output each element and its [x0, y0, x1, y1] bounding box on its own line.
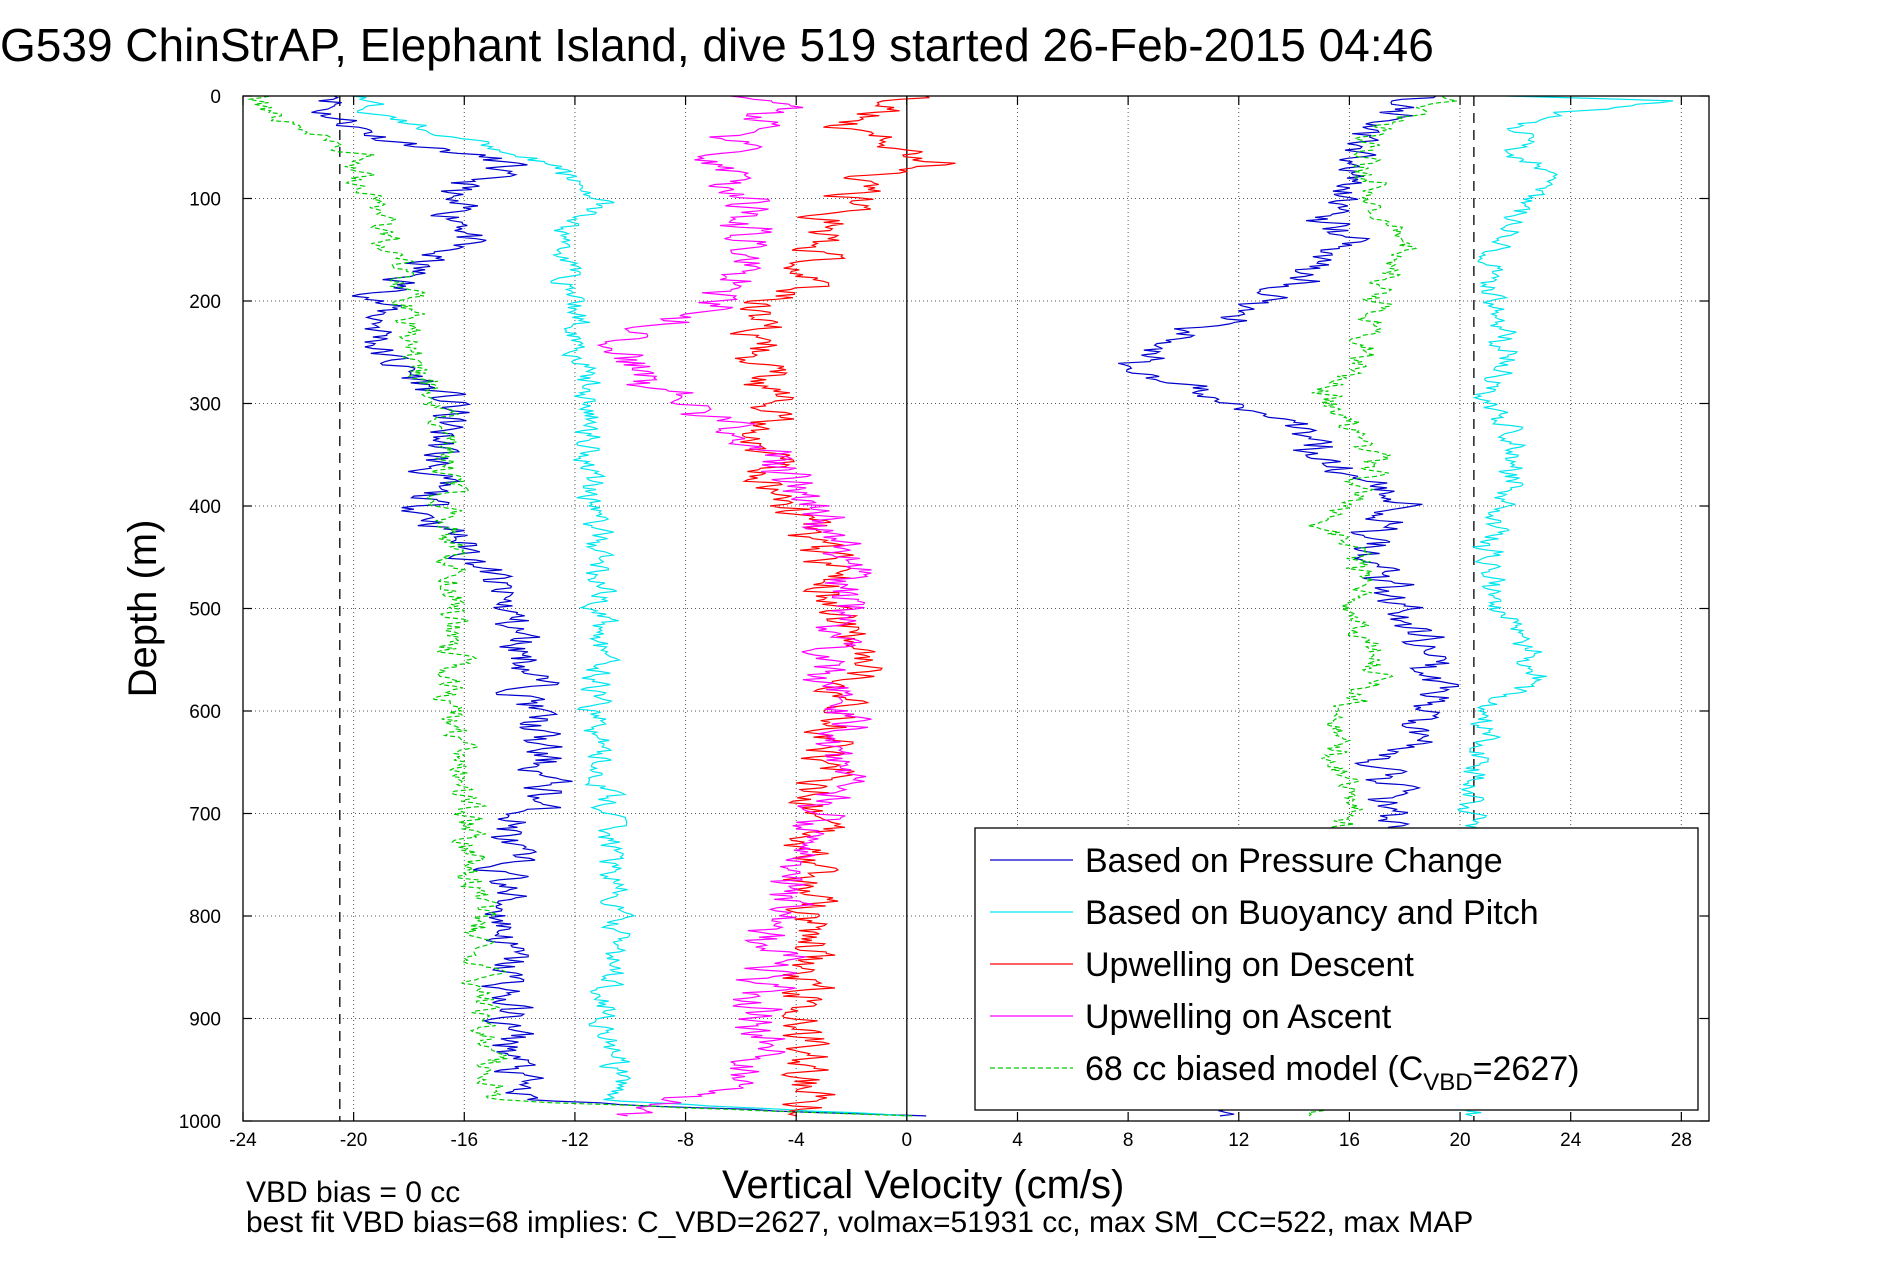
- x-tick-label: 24: [1560, 1130, 1582, 1151]
- chart-title: G539 ChinStrAP, Elephant Island, dive 51…: [0, 19, 1434, 71]
- legend-entry-label: Based on Buoyancy and Pitch: [1085, 894, 1539, 932]
- x-tick-label: -24: [229, 1130, 257, 1151]
- x-tick-label: 16: [1339, 1130, 1360, 1151]
- legend-subscript: VBD: [1423, 1069, 1472, 1096]
- x-tick-label: -16: [451, 1130, 478, 1151]
- series-line-descent: [248, 96, 914, 1117]
- y-tick-label: 500: [189, 600, 221, 621]
- legend-entry-label: Based on Pressure Change: [1085, 842, 1503, 880]
- y-axis-title: Depth (m): [121, 520, 165, 698]
- x-tick-label: -8: [677, 1130, 694, 1151]
- x-tick-label: 28: [1671, 1130, 1692, 1151]
- series-line-ascent: [596, 96, 872, 1117]
- x-tick-label: 12: [1228, 1130, 1249, 1151]
- series-line-descent: [729, 96, 956, 1117]
- legend: Based on Pressure Change Based on Buoyanc…: [974, 827, 1699, 1111]
- x-tick-label: -20: [340, 1130, 367, 1151]
- series-group: [248, 96, 1674, 1117]
- footer-best-fit: best fit VBD bias=68 implies: C_VBD=2627…: [246, 1206, 1473, 1239]
- y-tick-label: 800: [189, 907, 221, 928]
- footer-vbd-bias: VBD bias = 0 cc: [246, 1176, 460, 1209]
- y-tick-label: 100: [189, 190, 221, 211]
- series-line-descent: [352, 96, 907, 1117]
- y-tick-label: 0: [210, 87, 221, 108]
- y-tick-label: 400: [189, 497, 221, 518]
- legend-box: [974, 827, 1699, 1111]
- x-tick-label: 8: [1123, 1130, 1134, 1151]
- x-tick-label: 20: [1449, 1130, 1470, 1151]
- x-tick-label: -12: [561, 1130, 588, 1151]
- x-tick-label: 0: [902, 1130, 913, 1151]
- legend-entry-label: Upwelling on Ascent: [1085, 998, 1392, 1036]
- y-tick-label: 900: [189, 1010, 221, 1031]
- x-axis-title: Vertical Velocity (cm/s): [722, 1163, 1124, 1207]
- y-tick-label: 1000: [179, 1112, 221, 1133]
- x-tick-label: -4: [788, 1130, 805, 1151]
- y-tick-label: 300: [189, 395, 221, 416]
- legend-suffix: =2627): [1473, 1050, 1580, 1088]
- x-tick-label: 4: [1012, 1130, 1023, 1151]
- y-tick-label: 200: [189, 292, 221, 313]
- y-tick-label: 700: [189, 805, 221, 826]
- legend-entry-label: Upwelling on Descent: [1085, 946, 1414, 984]
- series-line-descent: [311, 96, 927, 1117]
- y-tick-label: 600: [189, 702, 221, 723]
